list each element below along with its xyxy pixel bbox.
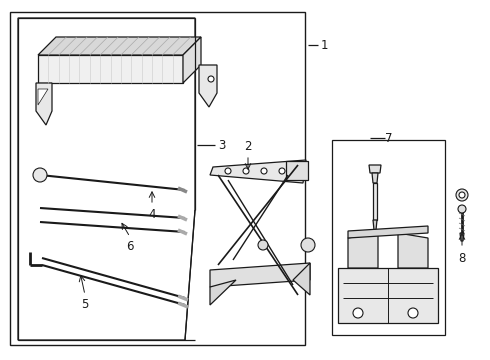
Bar xyxy=(332,140,445,335)
Circle shape xyxy=(33,168,47,182)
Text: 7: 7 xyxy=(385,131,392,144)
Polygon shape xyxy=(460,233,464,241)
Bar xyxy=(10,12,305,345)
Text: 1: 1 xyxy=(321,39,328,51)
Polygon shape xyxy=(36,83,52,125)
Text: 8: 8 xyxy=(458,252,466,265)
Text: 4: 4 xyxy=(148,208,156,221)
Circle shape xyxy=(458,205,466,213)
Polygon shape xyxy=(293,263,310,295)
Text: 3: 3 xyxy=(218,139,225,152)
Circle shape xyxy=(243,168,249,174)
Polygon shape xyxy=(18,18,195,340)
Polygon shape xyxy=(210,263,310,287)
Polygon shape xyxy=(210,280,236,305)
Polygon shape xyxy=(372,173,378,183)
Circle shape xyxy=(353,308,363,318)
Polygon shape xyxy=(348,233,378,268)
Polygon shape xyxy=(373,220,377,230)
Polygon shape xyxy=(398,233,428,268)
Polygon shape xyxy=(183,37,201,83)
Circle shape xyxy=(261,168,267,174)
Circle shape xyxy=(258,240,268,250)
Polygon shape xyxy=(38,89,48,105)
Circle shape xyxy=(459,192,465,198)
Text: 2: 2 xyxy=(244,140,252,153)
Polygon shape xyxy=(199,65,217,107)
Text: 5: 5 xyxy=(81,298,89,311)
Polygon shape xyxy=(210,160,306,183)
Polygon shape xyxy=(373,183,377,220)
Circle shape xyxy=(408,308,418,318)
Text: 6: 6 xyxy=(126,240,134,253)
Circle shape xyxy=(279,168,285,174)
Circle shape xyxy=(208,76,214,82)
Circle shape xyxy=(301,238,315,252)
Polygon shape xyxy=(38,55,183,83)
Circle shape xyxy=(456,189,468,201)
Circle shape xyxy=(225,168,231,174)
Polygon shape xyxy=(369,165,381,173)
Polygon shape xyxy=(38,37,201,55)
Polygon shape xyxy=(338,268,438,323)
Polygon shape xyxy=(348,226,428,238)
Polygon shape xyxy=(286,161,308,180)
